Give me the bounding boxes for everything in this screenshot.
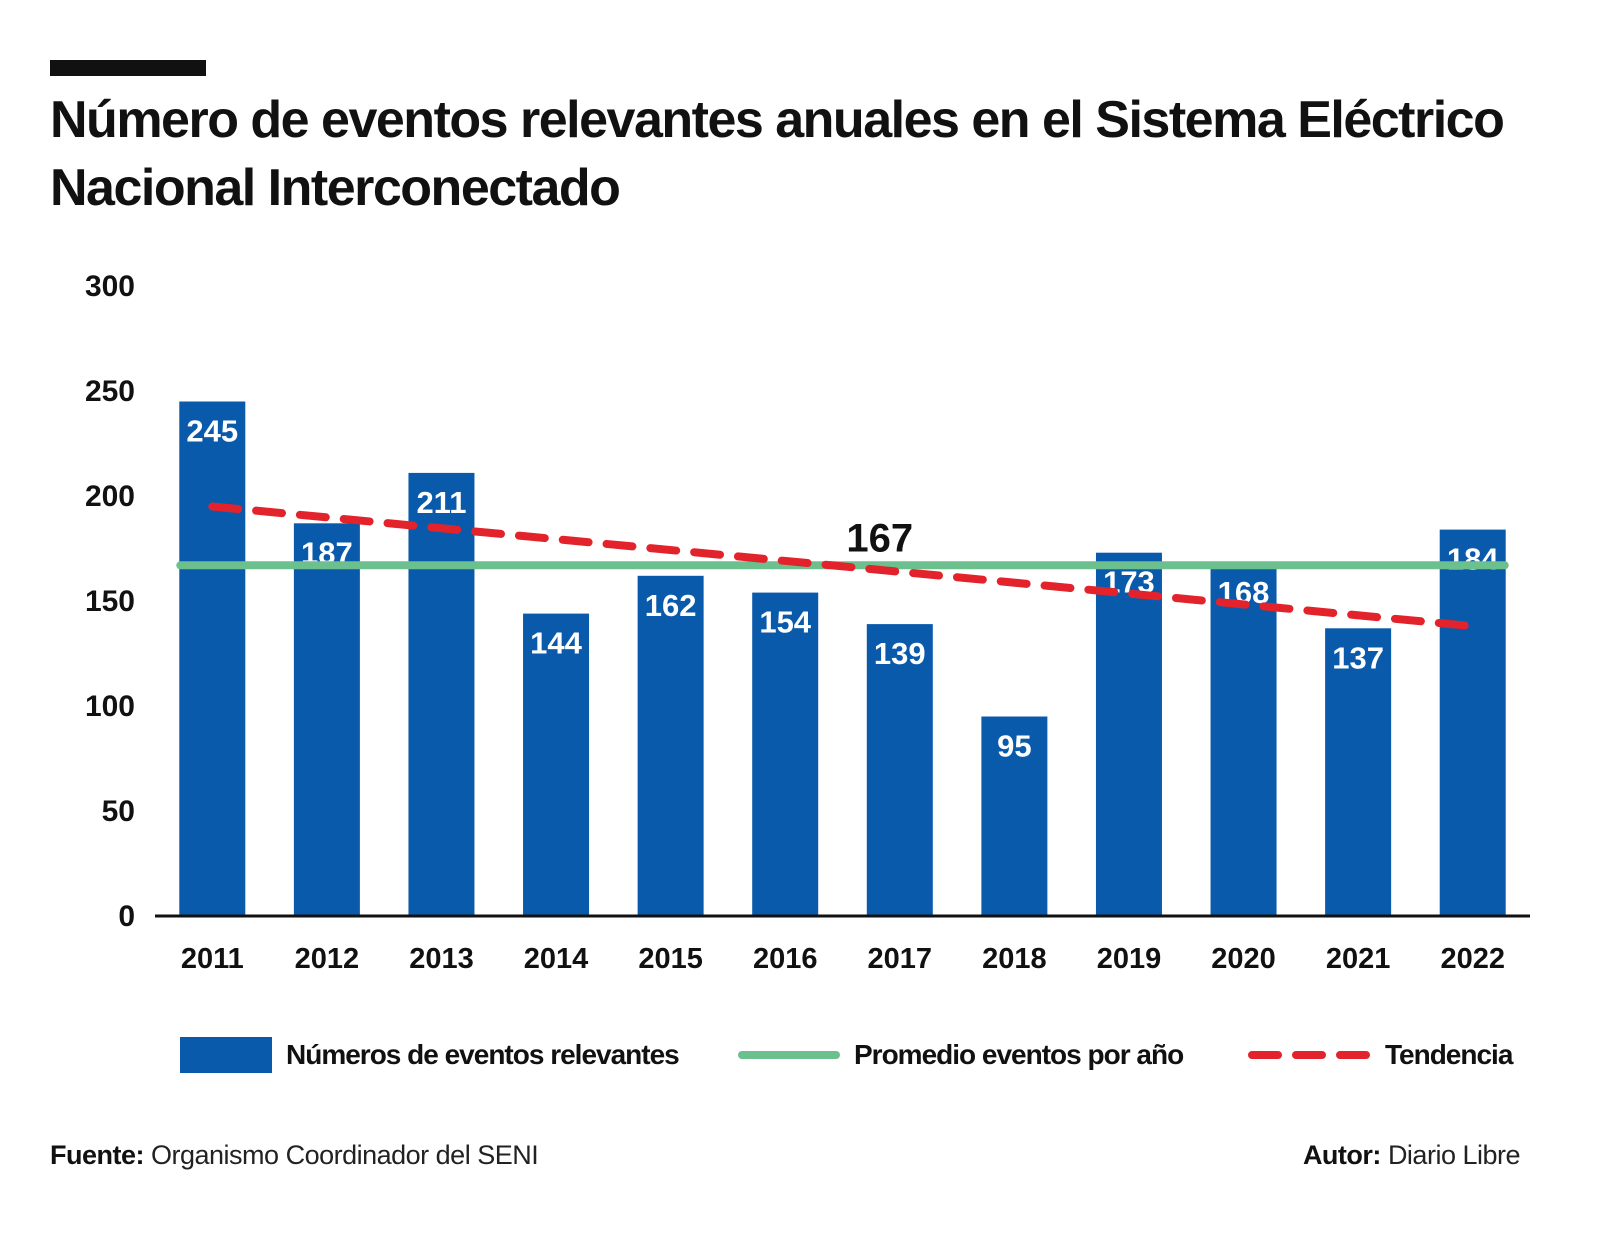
legend-item-bars: Números de eventos relevantes xyxy=(180,1030,680,1080)
bar xyxy=(523,613,590,916)
bar xyxy=(981,716,1048,916)
x-tick-label: 2014 xyxy=(524,943,589,970)
x-tick-label: 2015 xyxy=(638,943,703,970)
legend-bars-label: Números de eventos relevantes xyxy=(286,1039,680,1070)
source-credit: Fuente: Organismo Coordinador del SENI xyxy=(50,1140,539,1171)
bar xyxy=(293,523,360,916)
y-tick-label: 50 xyxy=(102,795,135,828)
x-tick-label: 2021 xyxy=(1326,943,1391,970)
bar xyxy=(1095,552,1162,916)
chart-title: Número de eventos relevantes anuales en … xyxy=(50,91,1505,217)
legend-trend-swatch xyxy=(1248,1051,1373,1059)
legend-item-average: Promedio eventos por año xyxy=(738,1030,1184,1080)
author-text: Diario Libre xyxy=(1387,1140,1521,1170)
legend-average-label: Promedio eventos por año xyxy=(854,1039,1184,1070)
bar xyxy=(408,472,475,916)
x-tick-label: 2017 xyxy=(868,943,933,970)
x-tick-label: 2019 xyxy=(1097,943,1162,970)
bar-value-label: 137 xyxy=(1332,640,1384,675)
x-tick-label: 2013 xyxy=(409,943,474,970)
bar xyxy=(179,401,246,916)
x-tick-label: 2020 xyxy=(1211,943,1276,970)
bar-value-label: 211 xyxy=(416,485,466,520)
legend-average-swatch xyxy=(738,1051,840,1059)
y-tick-label: 100 xyxy=(85,690,135,723)
x-tick-label: 2012 xyxy=(295,943,360,970)
title-accent-rule xyxy=(50,60,206,76)
y-tick-label: 200 xyxy=(85,480,135,513)
y-tick-label: 150 xyxy=(85,585,135,618)
y-tick-label: 300 xyxy=(85,270,135,303)
bar-value-label: 95 xyxy=(997,729,1031,764)
x-tick-label: 2018 xyxy=(982,943,1047,970)
bar-chart: 0501001502002503002452011187201221120131… xyxy=(85,270,1530,970)
x-tick-label: 2022 xyxy=(1440,943,1505,970)
x-tick-label: 2016 xyxy=(753,943,818,970)
y-tick-label: 250 xyxy=(85,375,135,408)
bar xyxy=(1325,628,1392,916)
bar-value-label: 245 xyxy=(186,414,238,449)
author-label: Autor: xyxy=(1302,1140,1381,1170)
y-tick-label: 0 xyxy=(118,900,135,933)
bar xyxy=(637,575,704,916)
bar-value-label: 144 xyxy=(530,626,582,661)
bar xyxy=(1439,529,1506,916)
bar xyxy=(752,592,819,916)
legend-item-trend: Tendencia xyxy=(1248,1030,1513,1080)
legend: Números de eventos relevantes Promedio e… xyxy=(0,1030,1600,1080)
author-credit: Autor: Diario Libre xyxy=(1302,1140,1521,1171)
bar-value-label: 184 xyxy=(1447,542,1499,577)
trend-line xyxy=(208,502,1477,631)
x-tick-label: 2011 xyxy=(181,943,244,970)
bar-value-label: 162 xyxy=(645,588,697,623)
bar xyxy=(1210,563,1277,916)
source-label: Fuente: xyxy=(50,1140,145,1170)
legend-trend-label: Tendencia xyxy=(1385,1039,1513,1070)
legend-bar-swatch xyxy=(180,1037,272,1073)
bar xyxy=(866,624,933,916)
average-value-label: 167 xyxy=(846,516,913,560)
bar-value-label: 154 xyxy=(759,605,811,640)
source-text: Organismo Coordinador del SENI xyxy=(151,1140,539,1170)
bar-value-label: 139 xyxy=(874,636,926,671)
